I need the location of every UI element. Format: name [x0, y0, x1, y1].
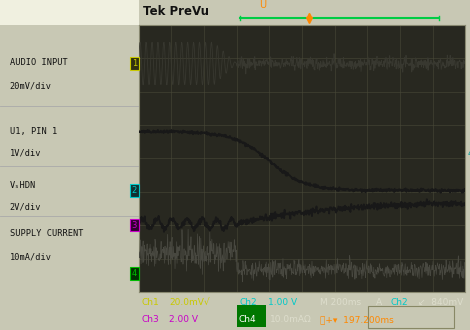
Text: 2V/div: 2V/div: [10, 202, 41, 211]
Text: 20mV/div: 20mV/div: [10, 82, 52, 91]
Text: SUPPLY CURRENT: SUPPLY CURRENT: [10, 229, 83, 238]
Text: Ch2: Ch2: [240, 298, 258, 307]
Text: U1, PIN 1: U1, PIN 1: [10, 127, 57, 136]
Text: A: A: [376, 298, 382, 307]
Text: 1V/div: 1V/div: [10, 148, 41, 157]
Text: 1: 1: [132, 59, 137, 68]
Text: 4: 4: [468, 148, 470, 157]
Text: 20.0mV√: 20.0mV√: [169, 298, 210, 307]
Text: Ch2: Ch2: [390, 298, 407, 307]
Text: 2.00 V: 2.00 V: [169, 315, 198, 324]
Text: 1.00 V: 1.00 V: [268, 298, 297, 307]
Text: VₛHDN: VₛHDN: [10, 181, 36, 190]
Bar: [237, 305, 266, 327]
Text: 2: 2: [132, 186, 137, 195]
Text: Ch3: Ch3: [141, 315, 159, 324]
Text: U: U: [259, 0, 266, 10]
Text: ↙  840mV: ↙ 840mV: [418, 298, 463, 307]
Text: 3: 3: [132, 221, 137, 230]
Text: 4: 4: [132, 269, 137, 278]
Text: Ch1: Ch1: [141, 298, 159, 307]
Text: M 200ms: M 200ms: [320, 298, 361, 307]
Text: 10.0mAΩ: 10.0mAΩ: [270, 315, 312, 324]
Text: 10mA/div: 10mA/div: [10, 253, 52, 262]
Bar: [368, 306, 454, 328]
Text: AUDIO INPUT: AUDIO INPUT: [10, 58, 68, 67]
Text: ⦿+▾  197.200ms: ⦿+▾ 197.200ms: [320, 315, 393, 324]
Text: Ch4: Ch4: [239, 315, 257, 324]
Bar: [0, 0, 139, 25]
Text: Tek PreVu: Tek PreVu: [143, 5, 209, 17]
